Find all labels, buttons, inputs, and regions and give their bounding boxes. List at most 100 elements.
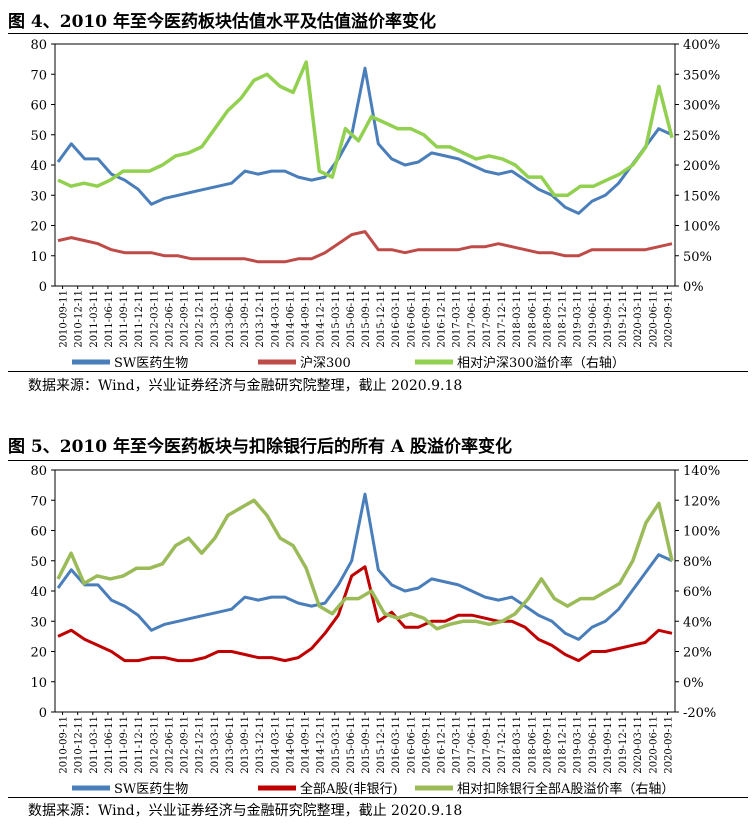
x-tick-label: 2014-06-11 [285, 716, 296, 774]
y-right-tick-label: 120% [683, 494, 720, 509]
x-tick-label: 2019-03-11 [573, 716, 584, 774]
x-tick-label: 2014-09-11 [301, 290, 312, 348]
y-left-tick-label: 20 [30, 646, 47, 661]
y-left-tick-label: 50 [30, 555, 47, 570]
y-left-tick-label: 30 [30, 615, 47, 630]
chart-figure-5: 0 10 20 30 40 50 60 70 80 -20% 0% 20% 40% 60% 80% 100% 1… [30, 464, 720, 797]
y-left-tick-label: 40 [30, 585, 47, 600]
x-tick-label: 2011-03-11 [89, 716, 100, 774]
legend-label-0: SW医药生物 [114, 356, 188, 371]
x-tick-label: 2010-12-11 [74, 716, 85, 774]
x-tick-label: 2018-06-11 [527, 290, 538, 348]
x-tick-label: 2020-06-11 [648, 716, 659, 774]
x-tick-label: 2011-12-11 [134, 290, 145, 348]
y-left-tick-label: 0 [39, 706, 47, 721]
series-line-1 [57, 565, 673, 663]
figure-5-source-note: 数据来源：Wind，兴业证券经济与金融研究院整理，截止 2020.9.18 [28, 803, 463, 819]
legend-label-2: 相对沪深300溢价率（右轴） [457, 355, 625, 371]
x-tick-label: 2011-03-11 [89, 290, 100, 348]
x-tick-label: 2017-09-11 [482, 290, 493, 348]
x-tick-label: 2014-03-11 [270, 290, 281, 348]
y-right-tick-label: -20% [683, 706, 716, 721]
x-tick-label: 2020-03-11 [633, 290, 644, 348]
x-tick-label: 2016-06-11 [406, 290, 417, 348]
x-tick-label: 2010-09-11 [59, 290, 70, 348]
figure-4-title: 图 4、2010 年至今医药板块估值水平及估值溢价率变化 [8, 12, 436, 32]
x-tick-label: 2016-12-11 [437, 716, 448, 774]
x-tick-label: 2013-12-11 [255, 290, 266, 348]
y-right-tick-label: 300% [683, 99, 720, 114]
x-tick-label: 2013-12-11 [255, 716, 266, 774]
y-left-tick-label: 50 [30, 129, 47, 144]
x-tick-label: 2012-03-11 [149, 716, 160, 774]
x-tick-label: 2018-03-11 [512, 290, 523, 348]
plot-area-frame [54, 43, 676, 287]
x-tick-label: 2017-09-11 [482, 716, 493, 774]
x-tick-label: 2019-03-11 [573, 290, 584, 348]
x-tick-label: 2015-03-11 [331, 716, 342, 774]
series-line-0 [56, 492, 673, 641]
x-tick-label: 2013-03-11 [210, 716, 221, 774]
x-tick-label: 2010-09-11 [59, 716, 70, 774]
y-right-tick-label: 200% [683, 159, 720, 174]
y-right-tick-label: 40% [683, 615, 712, 630]
y-left-tick-label: 40 [30, 159, 47, 174]
y-left-tick-label: 70 [30, 68, 47, 83]
y-left-tick-label: 60 [30, 99, 47, 114]
series-line-2 [56, 498, 674, 631]
x-tick-label: 2017-12-11 [497, 290, 508, 348]
x-tick-label: 2020-09-11 [663, 290, 674, 348]
y-left-tick-label: 20 [30, 220, 47, 235]
y-right-tick-label: 250% [683, 129, 720, 144]
y-left-tick-label: 70 [30, 494, 47, 509]
x-tick-label: 2019-06-11 [588, 290, 599, 348]
x-tick-label: 2019-09-11 [603, 290, 614, 348]
x-tick-label: 2020-03-11 [633, 716, 644, 774]
y-left-tick-label: 80 [30, 464, 47, 479]
x-tick-label: 2018-12-11 [558, 290, 569, 348]
figure-5-title: 图 5、2010 年至今医药板块与扣除银行后的所有 A 股溢价率变化 [8, 437, 513, 457]
x-tick-label: 2019-09-11 [603, 716, 614, 774]
x-tick-label: 2015-09-11 [361, 290, 372, 348]
x-tick-label: 2012-03-11 [149, 290, 160, 348]
x-tick-label: 2014-12-11 [316, 290, 327, 348]
x-tick-label: 2016-09-11 [421, 716, 432, 774]
y-right-tick-label: 140% [683, 464, 720, 479]
x-tick-label: 2013-06-11 [225, 290, 236, 348]
y-left-tick-label: 30 [30, 189, 47, 204]
x-tick-label: 2019-12-11 [618, 290, 629, 348]
x-tick-label: 2018-09-11 [542, 716, 553, 774]
legend-label-1: 全部A股(非银行) [300, 781, 398, 797]
x-tick-label: 2016-03-11 [391, 290, 402, 348]
x-tick-label: 2013-09-11 [240, 290, 251, 348]
x-tick-label: 2014-09-11 [301, 716, 312, 774]
x-tick-label: 2012-09-11 [180, 290, 191, 348]
x-tick-label: 2011-06-11 [104, 716, 115, 774]
x-tick-label: 2012-09-11 [180, 716, 191, 774]
y-left-tick-label: 10 [30, 676, 47, 691]
x-tick-label: 2011-06-11 [104, 290, 115, 348]
y-right-tick-label: 0% [683, 676, 704, 691]
x-tick-label: 2012-12-11 [195, 290, 206, 348]
x-tick-label: 2011-12-11 [134, 716, 145, 774]
x-tick-label: 2019-06-11 [588, 716, 599, 774]
y-right-tick-label: 0% [683, 280, 704, 295]
x-tick-label: 2015-09-11 [361, 716, 372, 774]
x-tick-label: 2017-06-11 [467, 290, 478, 348]
x-tick-label: 2011-09-11 [119, 716, 130, 774]
x-tick-label: 2010-12-11 [74, 290, 85, 348]
x-tick-label: 2015-12-11 [376, 716, 387, 774]
x-tick-label: 2013-03-11 [210, 290, 221, 348]
y-right-tick-label: 80% [683, 555, 712, 570]
x-tick-label: 2017-03-11 [452, 716, 463, 774]
x-tick-label: 2018-06-11 [527, 716, 538, 774]
y-right-tick-label: 100% [683, 525, 720, 540]
chart-figure-4: 0 10 20 30 40 50 60 70 80 0% 50% 100% 150% 200% 250% 30… [30, 38, 720, 371]
series-line-0 [56, 66, 673, 215]
y-right-tick-label: 150% [683, 189, 720, 204]
x-tick-label: 2013-06-11 [225, 716, 236, 774]
y-left-tick-label: 60 [30, 525, 47, 540]
x-tick-label: 2016-12-11 [437, 290, 448, 348]
x-tick-label: 2015-06-11 [346, 716, 357, 774]
x-tick-label: 2018-12-11 [558, 716, 569, 774]
